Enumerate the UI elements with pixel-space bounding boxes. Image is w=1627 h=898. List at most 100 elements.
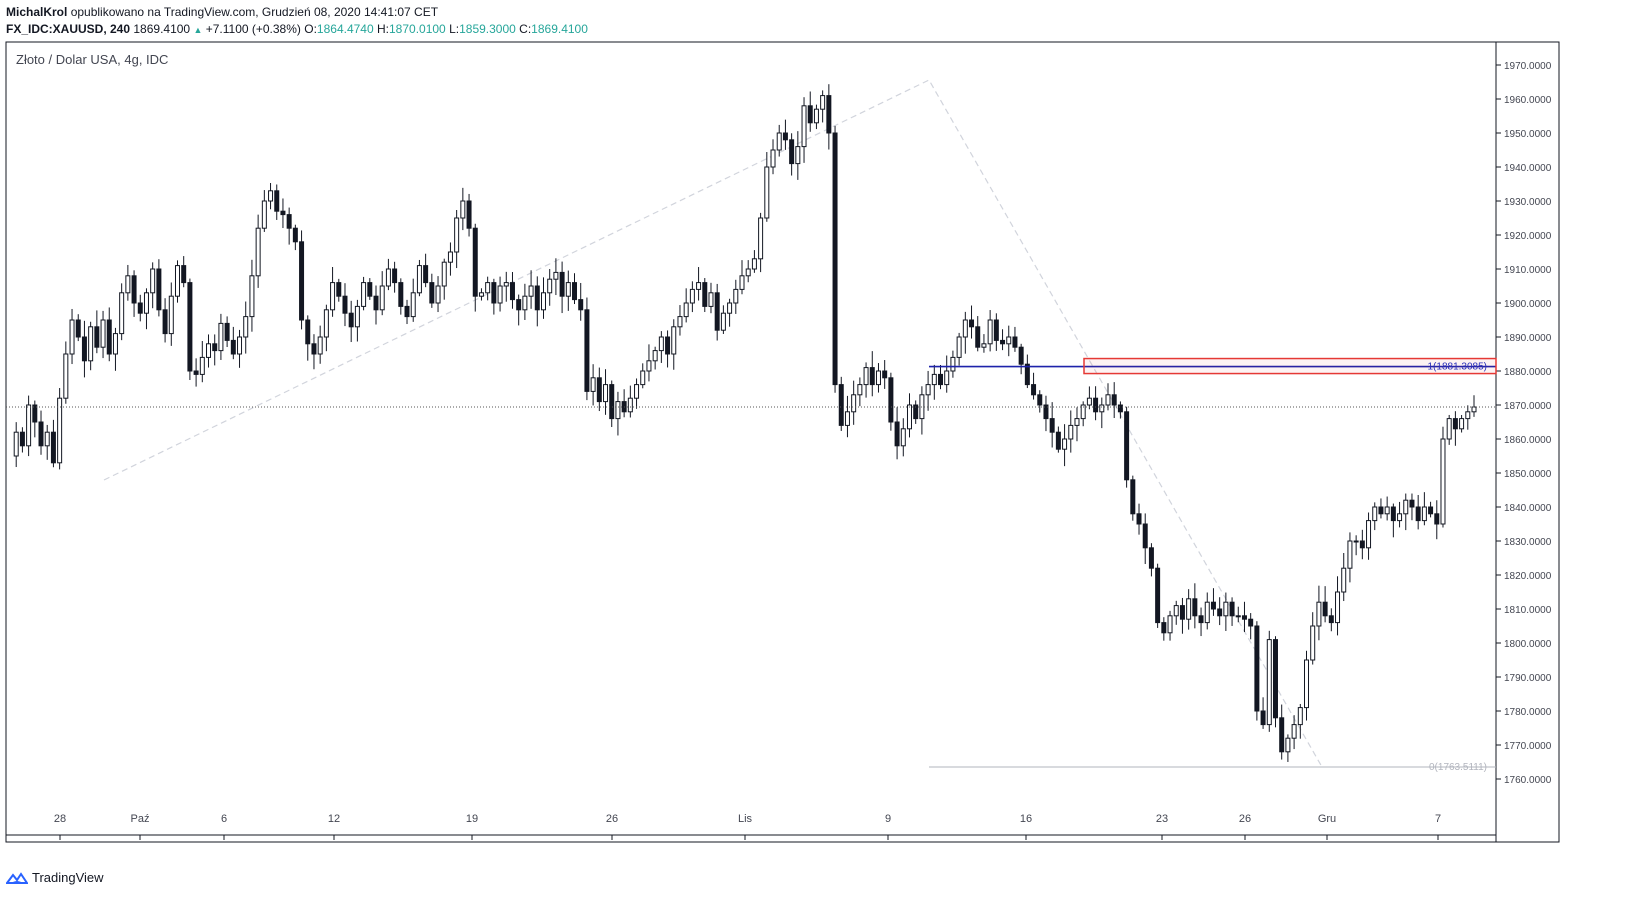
price-tick-label: 1840.0000 [1504, 503, 1552, 514]
price-tick-label: 1810.0000 [1504, 605, 1552, 616]
candle-body [857, 384, 863, 396]
candle-body [1204, 601, 1210, 624]
candle-body [925, 384, 931, 396]
candle-body [1304, 659, 1310, 709]
candle-body [875, 370, 881, 386]
candle-body [472, 227, 478, 297]
candle-body [466, 200, 472, 229]
candle-body [299, 241, 305, 321]
time-tick-label: 28 [54, 813, 66, 825]
candle-body [354, 305, 360, 328]
price-axis[interactable]: 1970.0000 1960.0000 1950.0000 1940.0000 1930… [1496, 61, 1552, 786]
candle-body [1136, 513, 1142, 525]
candle-body [975, 326, 981, 348]
candle-body [131, 275, 137, 304]
candle-body [1254, 625, 1260, 712]
candle-body [94, 326, 100, 348]
candle-body [764, 166, 770, 219]
time-tick-label: 7 [1435, 813, 1441, 825]
candle-body [1130, 479, 1136, 515]
candle-body [782, 132, 788, 141]
candle-body [565, 282, 571, 297]
candle-body [956, 336, 962, 358]
candle-body [1397, 513, 1403, 522]
candle-body [1031, 384, 1037, 396]
symbol-info: FX_IDC:XAUUSD, 240 1869.4100 ▲ +7.1100 (… [6, 21, 588, 38]
candle-body [938, 373, 944, 386]
candle-body [342, 295, 348, 314]
candle-body [683, 302, 689, 318]
candle-body [1310, 625, 1316, 661]
open-value: 1864.4740 [316, 22, 374, 36]
candle-body [69, 319, 75, 355]
candle-body [1266, 639, 1272, 726]
candle-body [1074, 418, 1080, 426]
low-value: 1859.3000 [459, 22, 516, 36]
candle-body [1372, 506, 1378, 522]
candle-body [460, 200, 466, 219]
candle-body [1006, 336, 1012, 345]
candle-body [1161, 622, 1167, 634]
candle-body [1465, 411, 1471, 420]
candle-body [1105, 394, 1111, 406]
candle-body [528, 285, 534, 297]
candle-body [1384, 506, 1390, 515]
candle-body [1353, 540, 1359, 543]
candle-body [255, 227, 261, 277]
candle-body [1099, 404, 1105, 413]
candle-body [1347, 540, 1353, 569]
candle-body [987, 319, 993, 345]
chart-title: Złoto / Dolar USA, 4g, IDC [16, 52, 168, 67]
candle-body [57, 397, 63, 464]
candle-body [1192, 598, 1198, 617]
candle-body [1018, 346, 1024, 365]
tradingview-brand[interactable]: TradingView [6, 870, 104, 885]
candle-body [950, 356, 956, 372]
price-tick-label: 1770.0000 [1504, 741, 1552, 752]
candle-body [168, 295, 174, 335]
published-text: opublikowano na TradingView.com, Grudzie… [70, 5, 439, 19]
price-tick-label: 1930.0000 [1504, 197, 1552, 208]
candle-body [844, 411, 850, 426]
candle-body [100, 319, 106, 348]
candle-body [174, 265, 180, 297]
author-name[interactable]: MichalKrol [6, 5, 68, 19]
candle-body [1062, 438, 1068, 450]
price-tick-label: 1830.0000 [1504, 537, 1552, 548]
price-tick-label: 1880.0000 [1504, 367, 1552, 378]
candle-body [807, 105, 813, 124]
candle-body [1316, 601, 1322, 627]
candle-body [497, 285, 503, 304]
candle-body [1403, 499, 1409, 515]
candle-body [509, 282, 515, 301]
candle-body [1223, 601, 1229, 617]
candle-body [491, 282, 497, 304]
candle-body [665, 336, 671, 355]
candle-body [640, 370, 646, 386]
candle-body [534, 285, 540, 311]
candle-body [1272, 639, 1278, 719]
price-tick-label: 1790.0000 [1504, 673, 1552, 684]
candle-body [609, 384, 615, 420]
last-price: 1869.4100 [133, 22, 191, 36]
candle-body [392, 268, 398, 284]
time-axis[interactable]: 28 Paź 6 12 19 26 Lis 9 16 23 26 Gru 7 [54, 813, 1441, 840]
candle-body [1328, 615, 1334, 624]
candle-body [962, 319, 968, 338]
candle-series [13, 84, 1477, 762]
candle-body [944, 370, 950, 386]
candle-body [547, 278, 553, 294]
dashed-trend-line [103, 79, 1323, 768]
candle-body [317, 336, 323, 355]
candle-body [435, 285, 441, 304]
candle-body [137, 302, 143, 314]
candle-body [75, 319, 81, 338]
candle-body [224, 322, 230, 341]
candle-body [1043, 404, 1049, 420]
candle-body [1000, 339, 1006, 345]
candle-body [1446, 418, 1452, 440]
candle-body [454, 217, 460, 253]
candle-body [305, 319, 311, 345]
candle-body [218, 322, 224, 352]
